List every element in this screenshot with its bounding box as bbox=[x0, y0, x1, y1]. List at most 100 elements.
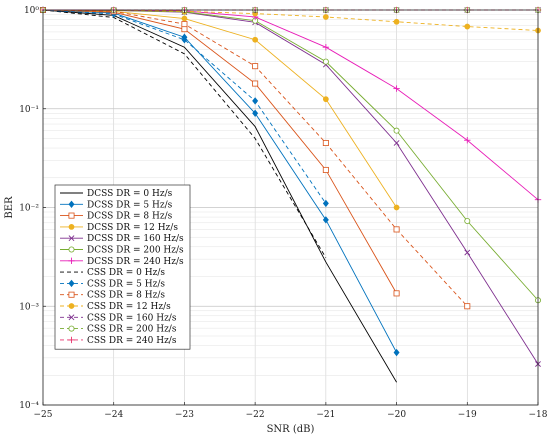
data-point-diamond bbox=[252, 97, 259, 105]
series-dcss-dr-240 bbox=[39, 6, 542, 203]
legend-label: DCSS DR = 200 Hz/s bbox=[87, 246, 184, 256]
legend-item: DCSS DR = 240 Hz/s bbox=[60, 257, 184, 267]
data-point-circle-filled bbox=[322, 96, 329, 103]
data-point-circle-filled bbox=[393, 18, 400, 25]
series-line bbox=[42, 9, 397, 353]
x-tick-label: −19 bbox=[458, 410, 477, 420]
legend-label: CSS DR = 12 Hz/s bbox=[87, 302, 171, 312]
data-point-square bbox=[181, 26, 188, 33]
data-point-x bbox=[68, 314, 75, 321]
data-point-plus bbox=[464, 137, 471, 144]
x-tick-label: −18 bbox=[529, 410, 548, 420]
legend-label: CSS DR = 160 Hz/s bbox=[87, 313, 177, 323]
data-point-square bbox=[322, 139, 329, 146]
legend-item: CSS DR = 240 Hz/s bbox=[60, 336, 177, 346]
legend-label: DCSS DR = 12 Hz/s bbox=[87, 223, 178, 233]
axis-ticks: −25 −24 −23 −22 −21 −20 −19 −18 10⁻⁴ 10⁻³ 10⁻² 10⁻¹… bbox=[19, 6, 548, 420]
data-point-square bbox=[68, 291, 75, 298]
data-point-circle-filled bbox=[464, 23, 471, 30]
x-tick-label: −23 bbox=[175, 410, 194, 420]
series-line bbox=[42, 9, 397, 383]
legend-label: CSS DR = 0 Hz/s bbox=[87, 268, 165, 278]
legend-item: CSS DR = 200 Hz/s bbox=[60, 325, 177, 335]
series-css-dr-0 bbox=[42, 9, 327, 258]
legend-label: DCSS DR = 160 Hz/s bbox=[87, 234, 184, 244]
data-point-circle-filled bbox=[393, 204, 400, 211]
legend-label: DCSS DR = 5 Hz/s bbox=[87, 200, 173, 210]
legend-box bbox=[54, 184, 191, 350]
data-point-x bbox=[68, 235, 75, 242]
data-point-square bbox=[252, 80, 259, 87]
y-tick-label: 10⁻³ bbox=[19, 302, 39, 312]
data-point-plus bbox=[68, 336, 75, 344]
y-tick-label: 10⁻⁴ bbox=[19, 401, 39, 411]
data-point-circle-open bbox=[464, 217, 471, 224]
data-point-square bbox=[322, 166, 329, 173]
series-line bbox=[43, 9, 539, 201]
x-tick-label: −21 bbox=[316, 410, 335, 420]
y-tick-label: 10⁻¹ bbox=[19, 105, 39, 115]
data-point-square bbox=[464, 303, 471, 310]
legend-label: DCSS DR = 0 Hz/s bbox=[87, 189, 173, 199]
data-point-x bbox=[393, 140, 400, 146]
legend-item: CSS DR = 0 Hz/s bbox=[60, 268, 165, 278]
legend-label: DCSS DR = 8 Hz/s bbox=[87, 212, 173, 222]
series-dcss-dr-0 bbox=[42, 9, 397, 383]
data-point-diamond bbox=[393, 348, 400, 357]
series-line bbox=[42, 9, 327, 258]
legend-item: DCSS DR = 12 Hz/s bbox=[60, 223, 178, 233]
data-point-diamond bbox=[181, 36, 188, 44]
legend-item: DCSS DR = 160 Hz/s bbox=[60, 234, 184, 244]
y-tick-label: 10⁻² bbox=[19, 204, 39, 214]
legend-label: CSS DR = 200 Hz/s bbox=[87, 325, 177, 335]
data-point-circle-open bbox=[393, 127, 400, 134]
x-tick-label: −20 bbox=[387, 410, 406, 420]
data-point-square bbox=[181, 21, 188, 28]
legend-item: DCSS DR = 0 Hz/s bbox=[60, 189, 173, 199]
data-point-circle-filled bbox=[252, 36, 259, 43]
data-point-circle-open bbox=[322, 58, 329, 65]
legend-label: CSS DR = 5 Hz/s bbox=[87, 279, 165, 289]
x-axis-label: SNR (dB) bbox=[267, 424, 315, 435]
data-point-circle-open bbox=[68, 325, 75, 332]
data-point-square bbox=[393, 226, 400, 233]
data-point-circle-open bbox=[68, 246, 75, 253]
data-point-x bbox=[464, 249, 471, 256]
x-tick-label: −22 bbox=[246, 410, 265, 420]
data-point-diamond bbox=[68, 200, 75, 208]
x-tick-label: −25 bbox=[34, 410, 53, 420]
legend-item: DCSS DR = 5 Hz/s bbox=[60, 200, 173, 210]
legend-item: DCSS DR = 8 Hz/s bbox=[60, 212, 173, 222]
legend-item: CSS DR = 5 Hz/s bbox=[60, 279, 165, 289]
data-point-diamond bbox=[322, 216, 329, 224]
series-line bbox=[42, 9, 397, 294]
data-point-square bbox=[393, 290, 400, 297]
data-point-circle-filled bbox=[68, 303, 75, 309]
data-point-square bbox=[68, 212, 75, 219]
y-axis-label: BER bbox=[4, 196, 15, 219]
data-point-square bbox=[252, 63, 259, 70]
legend-label: CSS DR = 240 Hz/s bbox=[87, 336, 177, 346]
data-point-plus bbox=[393, 85, 400, 92]
series-line bbox=[43, 9, 539, 31]
data-point-diamond bbox=[252, 109, 259, 117]
legend-item: CSS DR = 8 Hz/s bbox=[60, 291, 165, 301]
data-point-circle-filled bbox=[181, 15, 188, 22]
data-point-plus bbox=[68, 257, 75, 264]
data-point-plus bbox=[322, 44, 330, 51]
legend-item: CSS DR = 160 Hz/s bbox=[60, 313, 177, 323]
data-point-diamond bbox=[322, 199, 329, 208]
x-tick-label: −24 bbox=[104, 410, 123, 420]
data-point-diamond bbox=[68, 279, 75, 288]
legend-item: DCSS DR = 200 Hz/s bbox=[60, 246, 184, 256]
series-line bbox=[42, 9, 539, 301]
data-point-circle-filled bbox=[68, 223, 75, 230]
legend-item: CSS DR = 12 Hz/s bbox=[60, 302, 171, 312]
legend-label: CSS DR = 8 Hz/s bbox=[87, 291, 165, 301]
y-tick-label: 10⁰ bbox=[24, 6, 39, 16]
series-line bbox=[42, 9, 327, 204]
data-point-circle-filled bbox=[322, 14, 329, 20]
legend-label: DCSS DR = 240 Hz/s bbox=[87, 257, 184, 267]
